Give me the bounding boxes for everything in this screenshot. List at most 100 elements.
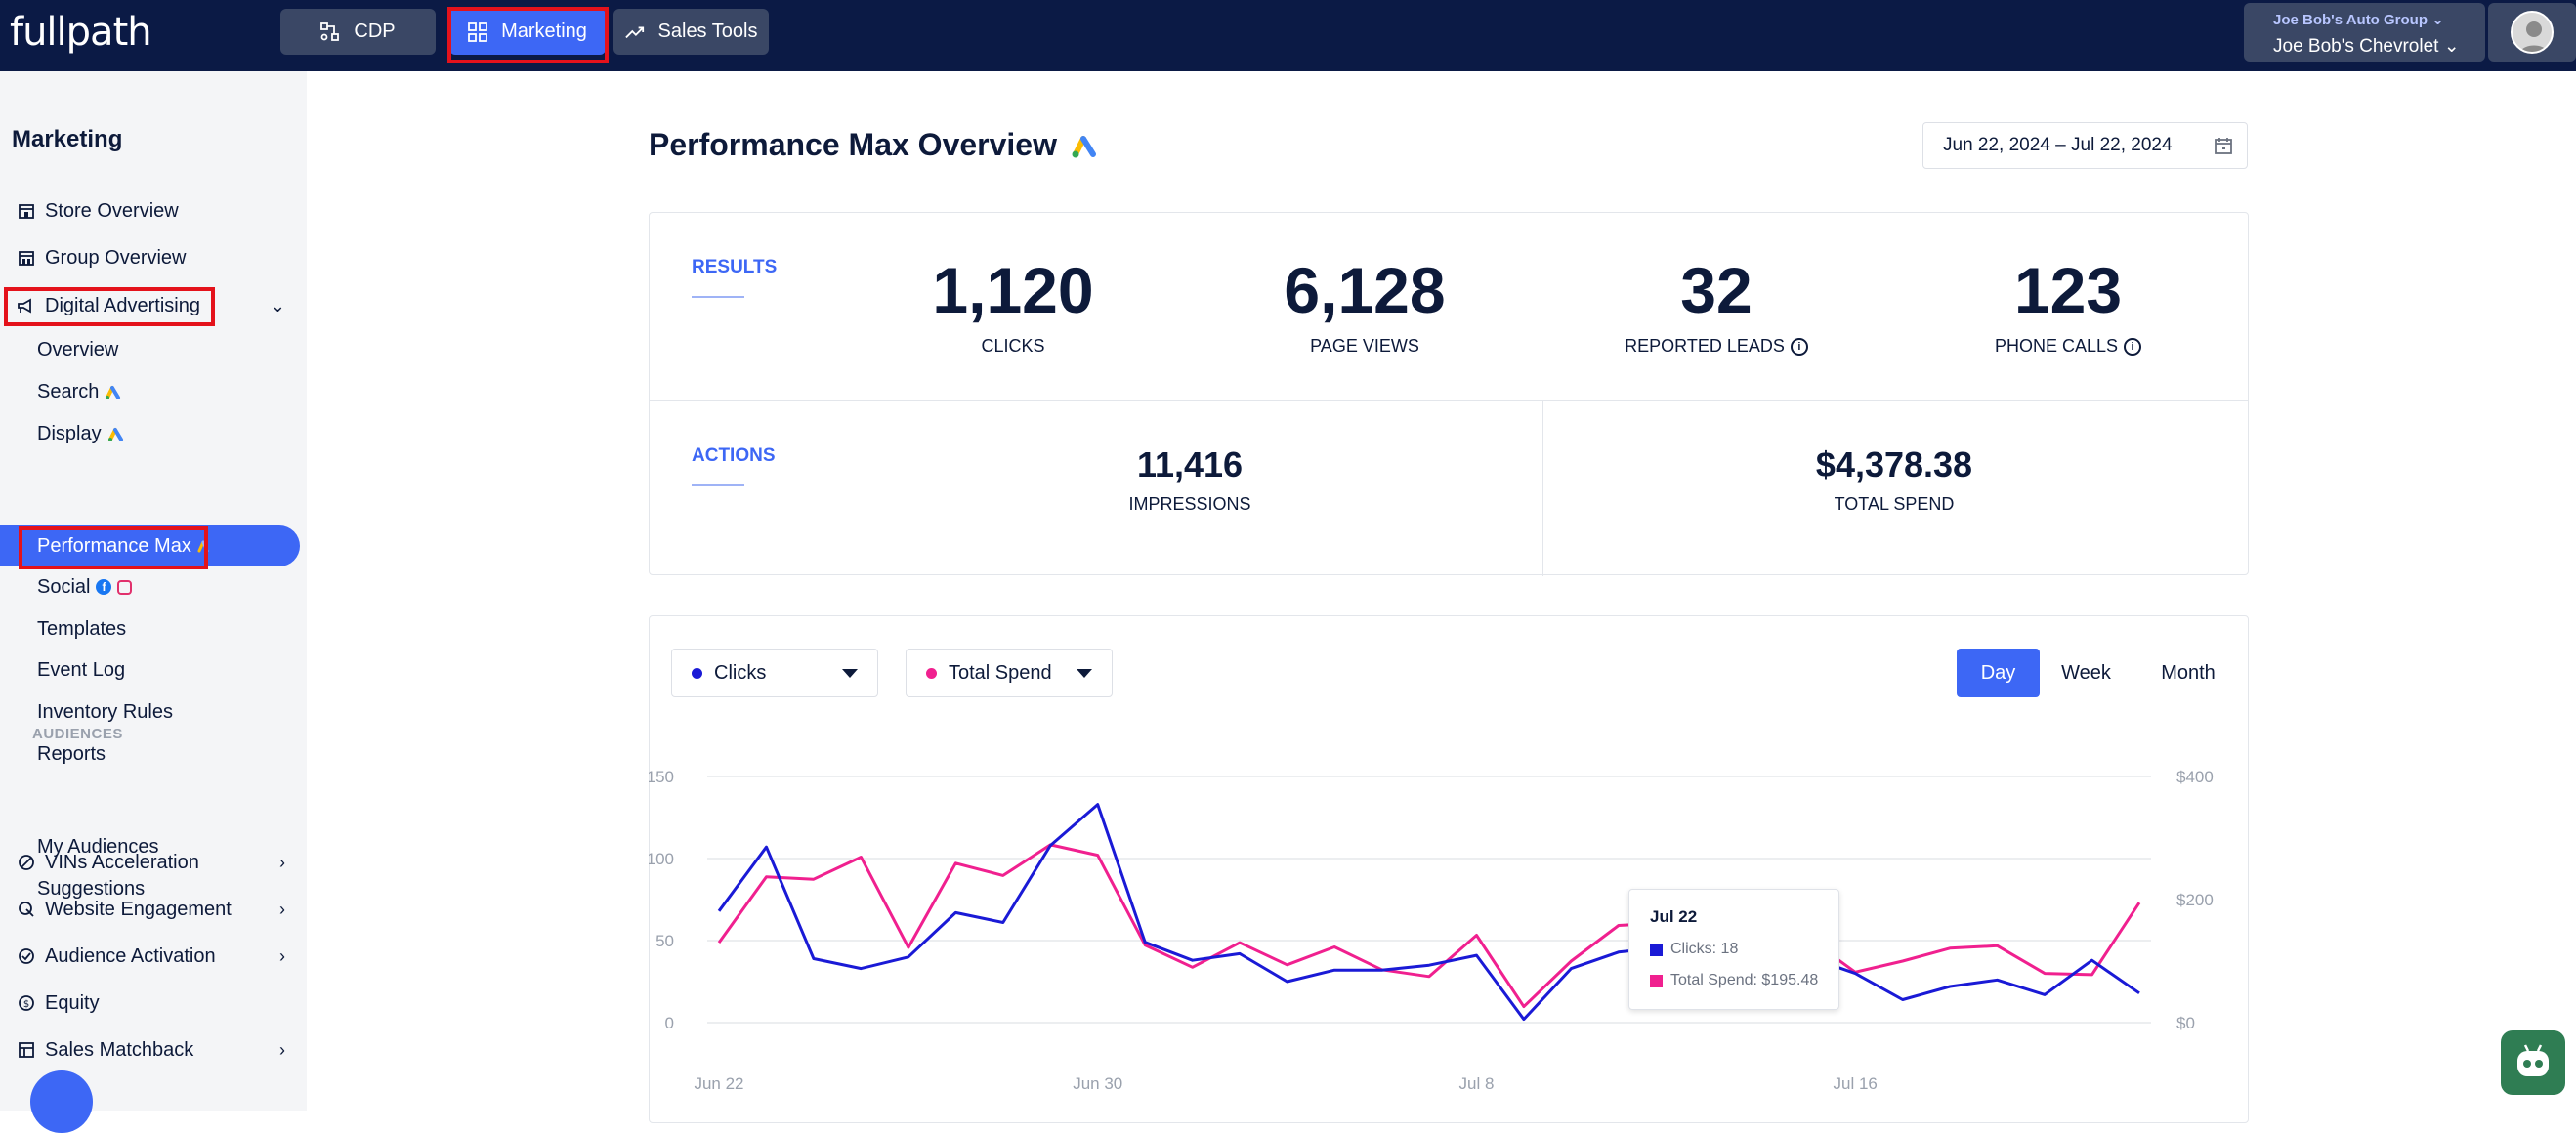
sidebar-item-group-overview[interactable]: Group Overview: [0, 238, 307, 277]
sidebar-item-sales-matchback[interactable]: Sales Matchback ›: [0, 1030, 307, 1070]
svg-text:$: $: [23, 999, 29, 1010]
table-icon: [16, 1039, 37, 1061]
metric-label: TOTAL SPEND: [1834, 494, 1955, 514]
grid-icon: [468, 21, 487, 42]
page-title: Performance Max Overview: [649, 127, 1057, 162]
trend-up-icon: [624, 22, 645, 42]
sidebar-sub-inventory-rules[interactable]: Inventory Rules: [37, 700, 173, 723]
tooltip-date: Jul 22: [1650, 907, 1698, 926]
sidebar-item-vins-acceleration[interactable]: VINs Acceleration ›: [0, 843, 307, 882]
metric-clicks: 1,120 CLICKS: [866, 258, 1160, 357]
sidebar-sub-overview[interactable]: Overview: [37, 338, 119, 360]
y-left-tick-label: 150: [649, 768, 674, 786]
period-week-button[interactable]: Week: [2061, 661, 2111, 684]
calendar-icon: [2215, 138, 2232, 154]
topnav-cdp-label: CDP: [354, 21, 396, 42]
legend-swatch: [1650, 974, 1663, 987]
sidebar-sub-templates[interactable]: Templates: [37, 617, 127, 640]
metric-value: 32: [1680, 254, 1753, 326]
topnav-cdp-button[interactable]: CDP: [280, 9, 436, 55]
sidebar-item-audience-activation[interactable]: Audience Activation ›: [0, 937, 307, 976]
sidebar-item-label: Store Overview: [45, 199, 179, 222]
metric-label: PHONE CALLS i: [1921, 336, 2215, 357]
user-menu[interactable]: [2488, 3, 2576, 62]
series-dot: [926, 667, 937, 679]
metric-reported-leads: 32 REPORTED LEADS i: [1570, 258, 1863, 357]
chart-tooltip: Jul 22 Clicks: 18 Total Spend: $195.48: [1628, 889, 1839, 1010]
period-month-button[interactable]: Month: [2161, 661, 2216, 684]
google-ads-icon: [197, 540, 209, 553]
metric-value: 1,120: [932, 254, 1094, 326]
sidebar-item-label: Digital Advertising: [45, 294, 200, 316]
caret-down-icon: [1077, 669, 1092, 678]
right-metric-value: Total Spend: [949, 661, 1052, 684]
caret-down-icon: [842, 669, 858, 678]
topnav-sales-tools-button[interactable]: Sales Tools: [613, 9, 769, 55]
assistant-bot-button[interactable]: [2501, 1030, 2565, 1095]
cursor-icon: [16, 899, 37, 920]
chart-card: Clicks Total Spend Day Week Month: [649, 615, 2249, 1123]
sidebar-title: Marketing: [12, 126, 123, 152]
account-switcher[interactable]: Joe Bob's Auto Group ⌄ Joe Bob's Chevrol…: [2244, 3, 2485, 62]
metric-label: PAGE VIEWS: [1310, 336, 1419, 356]
chevron-right-icon: ›: [279, 1040, 285, 1060]
info-icon[interactable]: i: [1790, 337, 1808, 356]
check-circle-icon: [16, 945, 37, 967]
sidebar-item-equity[interactable]: $ Equity: [0, 984, 307, 1023]
sidebar-sub-social[interactable]: Social f: [37, 569, 133, 605]
sidebar-item-label: Equity: [45, 991, 100, 1014]
group-store-icon: [16, 247, 37, 269]
period-day-button[interactable]: Day: [1957, 649, 2040, 697]
sidebar-sub-display[interactable]: Display: [37, 416, 125, 451]
sidebar-sub-suggestions[interactable]: Suggestions: [37, 877, 146, 900]
metric-page-views: 6,128 PAGE VIEWS: [1218, 258, 1511, 357]
x-tick-label: Jul 16: [1834, 1074, 1878, 1093]
metric-total-spend: $4,378.38 TOTAL SPEND: [1748, 447, 2041, 515]
actions-label: ACTIONS: [692, 445, 776, 466]
y-right-tick-label: $400: [2176, 768, 2214, 786]
sidebar-sub-reports[interactable]: Reports: [37, 742, 106, 765]
top-bar: fullpath CDP Marketing Sales Tools Joe B…: [0, 0, 2576, 71]
sidebar-sub-my-audiences[interactable]: My Audiences: [37, 835, 159, 858]
series-dot: [692, 667, 702, 679]
results-underline: [692, 296, 744, 298]
y-left-tick-label: 100: [649, 850, 674, 868]
divider: [650, 400, 2248, 401]
instagram-icon: [117, 579, 133, 595]
info-icon[interactable]: i: [2124, 337, 2142, 356]
actions-underline: [692, 484, 744, 486]
series-line-total-spend: [717, 843, 2141, 1009]
x-tick-label: Jun 30: [1073, 1074, 1122, 1093]
google-ads-icon: [106, 386, 121, 399]
y-right-tick-label: $200: [2176, 891, 2214, 909]
results-label: RESULTS: [692, 257, 778, 277]
account-dealer-name: Joe Bob's Chevrolet ⌄: [2273, 36, 2460, 57]
sidebar-sub-event-log[interactable]: Event Log: [37, 658, 126, 681]
facebook-icon: f: [96, 579, 112, 595]
left-metric-value: Clicks: [714, 661, 767, 684]
legend-swatch: [1650, 943, 1663, 956]
chevron-right-icon: ›: [279, 853, 285, 872]
sidebar-sub-search[interactable]: Search: [37, 374, 122, 409]
topnav-marketing-label: Marketing: [501, 21, 587, 42]
left-metric-select[interactable]: Clicks: [671, 649, 878, 697]
x-tick-label: Jun 22: [694, 1074, 743, 1093]
right-metric-select[interactable]: Total Spend: [906, 649, 1113, 697]
megaphone-icon: [16, 295, 37, 316]
divider: [1542, 401, 1543, 576]
series-line-clicks: [717, 803, 2140, 1022]
chevron-right-icon: ›: [279, 900, 285, 919]
metric-phone-calls: 123 PHONE CALLS i: [1921, 258, 2215, 357]
sidebar-item-website-engagement[interactable]: Website Engagement ›: [0, 890, 307, 929]
date-range-picker[interactable]: Jun 22, 2024 – Jul 22, 2024: [1922, 122, 2248, 169]
sidebar-sub-performance-max[interactable]: Performance Max: [37, 528, 209, 564]
sidebar-item-label: Audience Activation: [45, 944, 216, 967]
sidebar-item-store-overview[interactable]: Store Overview: [0, 191, 307, 231]
robot-icon: [2517, 1044, 2549, 1076]
avatar: [2511, 11, 2554, 54]
fullpath-logo[interactable]: fullpath: [10, 10, 152, 55]
metric-value: 123: [2013, 254, 2123, 326]
chat-launcher-button[interactable]: [30, 1070, 93, 1133]
sidebar-item-digital-advertising[interactable]: Digital Advertising ⌄: [0, 286, 307, 325]
topnav-marketing-button[interactable]: Marketing: [449, 9, 606, 55]
